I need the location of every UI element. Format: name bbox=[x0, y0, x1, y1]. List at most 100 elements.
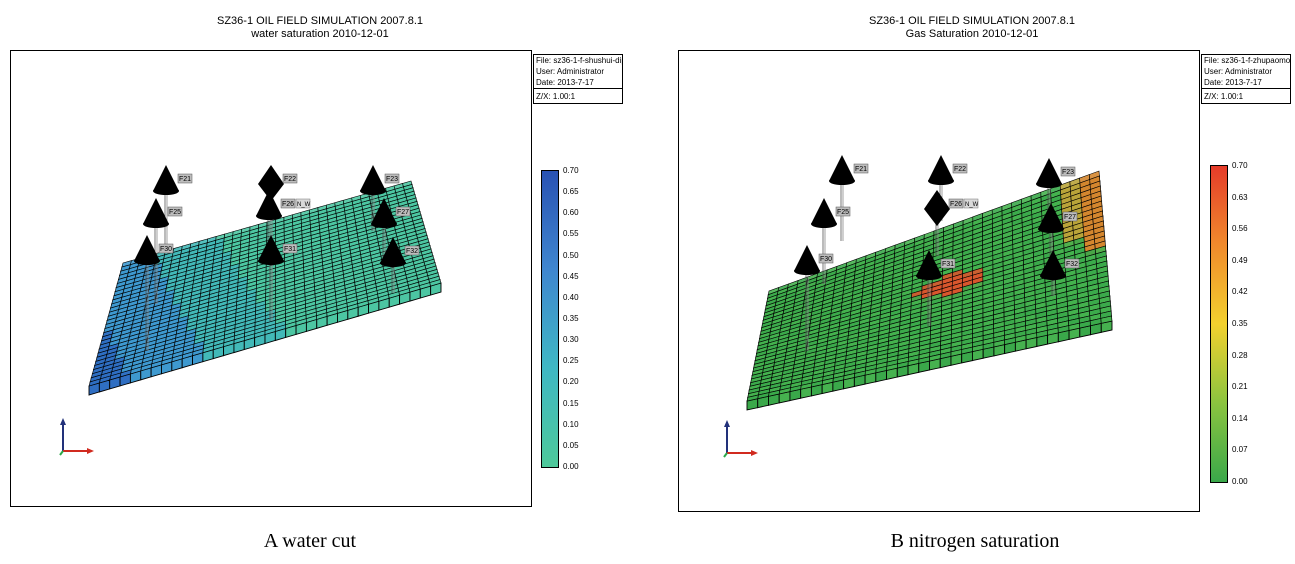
panel-b-file-label: File: sz36-1-f-zhupaomo-dip bbox=[1204, 56, 1290, 65]
panel-b-reservoir-grid: F21 F22 F23 F25 F26 N_W F27 F30 F31 F32 bbox=[723, 155, 1113, 458]
well-label: F27 bbox=[397, 209, 409, 216]
x-axis-arrow bbox=[751, 450, 758, 456]
panel-a-user-label: User: Administrator bbox=[536, 67, 605, 76]
well-marker-icon bbox=[380, 237, 406, 263]
well-marker-base bbox=[1036, 180, 1062, 188]
well-label-bg bbox=[280, 198, 296, 209]
well-label-bg bbox=[1060, 166, 1076, 177]
well-marker-icon bbox=[811, 198, 837, 224]
well-marker-base bbox=[143, 220, 169, 228]
well-f21[interactable]: F21 bbox=[829, 155, 869, 241]
well-label-bg bbox=[853, 163, 869, 174]
well-label-bg bbox=[1064, 258, 1080, 269]
well-f26[interactable]: F26 N_W bbox=[924, 190, 979, 256]
well-extra-label: N_W bbox=[297, 202, 311, 208]
colorbar-tick-label: 0.65 bbox=[563, 187, 579, 197]
panel-b-subtitle: Gas Saturation 2010-12-01 bbox=[905, 28, 1039, 40]
well-label-bg bbox=[948, 198, 964, 209]
panel-a-colorbar: 0.70 0.65 0.60 0.55 0.50 0.45 0.40 0.35 0.30 0.25… bbox=[541, 166, 601, 480]
panel-b-colorbar: 0.70 0.63 0.56 0.49 0.42 0.35 0.28 0.21 0.14 0.07… bbox=[1210, 161, 1270, 495]
panel-b-user-label: User: Administrator bbox=[1204, 67, 1273, 76]
well-marker-icon bbox=[360, 165, 386, 191]
colorbar-tick-label: 0.05 bbox=[563, 440, 579, 450]
colorbar-tick-label: 0.28 bbox=[1232, 350, 1248, 360]
well-f22[interactable]: F22 bbox=[928, 155, 968, 221]
well-marker-icon bbox=[258, 165, 284, 201]
panel-b-3d-viewport[interactable]: F21 F22 F23 F25 F26 N_W F27 F30 F31 F32 bbox=[678, 50, 1200, 512]
well-label: F32 bbox=[1066, 261, 1078, 268]
well-marker-base bbox=[928, 177, 954, 185]
grid-blocks bbox=[746, 170, 1113, 411]
well-marker-base bbox=[829, 177, 855, 185]
well-marker-base bbox=[258, 257, 284, 265]
colorbar-tick-label: 0.56 bbox=[1232, 224, 1248, 234]
colorbar-tick-label: 0.70 bbox=[563, 166, 579, 175]
well-f30[interactable]: F30 bbox=[134, 235, 174, 351]
well-label-bg bbox=[282, 243, 298, 254]
well-f31[interactable]: F31 bbox=[258, 235, 298, 321]
well-label: F32 bbox=[406, 248, 418, 255]
panel-b-info-box: File: sz36-1-f-zhupaomo-dip User: Admini… bbox=[1201, 54, 1291, 104]
colorbar-tick-label: 0.60 bbox=[563, 208, 579, 218]
panel-b-title: SZ36-1 OIL FIELD SIMULATION 2007.8.1 bbox=[868, 15, 1076, 27]
well-f23[interactable]: F23 bbox=[1036, 158, 1076, 214]
well-label: F22 bbox=[954, 166, 966, 173]
colorbar-tick-label: 0.49 bbox=[1232, 255, 1248, 265]
well-f31[interactable]: F31 bbox=[916, 250, 956, 326]
well-label-bg bbox=[282, 173, 298, 184]
well-f26[interactable]: F26 N_W bbox=[256, 190, 311, 246]
panel-b-caption: B nitrogen saturation bbox=[890, 530, 1060, 552]
well-marker-icon bbox=[153, 165, 179, 191]
panel-b-colorbar-gradient bbox=[1210, 165, 1228, 483]
well-marker-icon bbox=[371, 198, 397, 224]
well-marker-base bbox=[153, 187, 179, 195]
well-marker-icon bbox=[829, 155, 855, 181]
colorbar-tick-label: 0.35 bbox=[563, 314, 579, 323]
grid-block-top bbox=[1100, 315, 1113, 324]
well-label-bg bbox=[177, 173, 193, 184]
well-label: F31 bbox=[284, 246, 296, 253]
colorbar-tick-label: 0.30 bbox=[563, 335, 579, 345]
well-f27[interactable]: F27 bbox=[1038, 203, 1078, 269]
well-marker-base bbox=[1038, 225, 1064, 233]
panel-a-title: SZ36-1 OIL FIELD SIMULATION 2007.8.1 bbox=[216, 15, 424, 27]
well-marker-base bbox=[916, 272, 942, 280]
colorbar-tick-label: 0.45 bbox=[563, 271, 579, 281]
well-marker-base bbox=[1040, 272, 1066, 280]
panel-b: SZ36-1 OIL FIELD SIMULATION 2007.8.1 Gas… bbox=[660, 0, 1295, 564]
well-marker-base bbox=[371, 220, 397, 228]
well-label: F21 bbox=[855, 166, 867, 173]
y-axis-line bbox=[723, 452, 728, 458]
colorbar-tick-label: 0.70 bbox=[1232, 161, 1248, 170]
panel-a: SZ36-1 OIL FIELD SIMULATION 2007.8.1 wat… bbox=[0, 0, 640, 564]
well-marker-base bbox=[380, 259, 406, 267]
well-marker-base bbox=[256, 212, 282, 220]
well-f32[interactable]: F32 bbox=[1040, 250, 1080, 296]
well-marker-base bbox=[360, 187, 386, 195]
colorbar-tick-label: 0.50 bbox=[563, 250, 579, 260]
well-label-bg bbox=[940, 258, 956, 269]
well-f30[interactable]: F30 bbox=[794, 245, 834, 351]
panel-a-colorbar-gradient bbox=[541, 170, 559, 468]
well-label: F26 bbox=[282, 201, 294, 208]
panel-a-zx-ratio: Z/X: 1.00:1 bbox=[534, 88, 622, 103]
well-marker-icon bbox=[143, 198, 169, 224]
colorbar-tick-label: 0.35 bbox=[1232, 319, 1248, 328]
colorbar-tick-label: 0.63 bbox=[1232, 192, 1248, 202]
panel-a-subtitle: water saturation 2010-12-01 bbox=[251, 28, 389, 40]
well-label: F26 bbox=[950, 201, 962, 208]
z-axis-arrow bbox=[60, 418, 66, 425]
well-extra-label: N_W bbox=[965, 202, 979, 208]
y-axis-line bbox=[59, 450, 64, 456]
panel-a-3d-viewport[interactable]: F21 F22 F23 F25 F26 N_W F27 F30 F31 F32 bbox=[10, 50, 532, 507]
axis-triad bbox=[723, 420, 758, 458]
colorbar-tick-label: 0.15 bbox=[563, 398, 579, 408]
well-label: F25 bbox=[837, 209, 849, 216]
well-label-bg bbox=[384, 173, 400, 184]
well-label-bg bbox=[404, 245, 420, 256]
well-f32[interactable]: F32 bbox=[380, 237, 420, 293]
well-marker-base bbox=[811, 220, 837, 228]
well-label: F21 bbox=[179, 176, 191, 183]
